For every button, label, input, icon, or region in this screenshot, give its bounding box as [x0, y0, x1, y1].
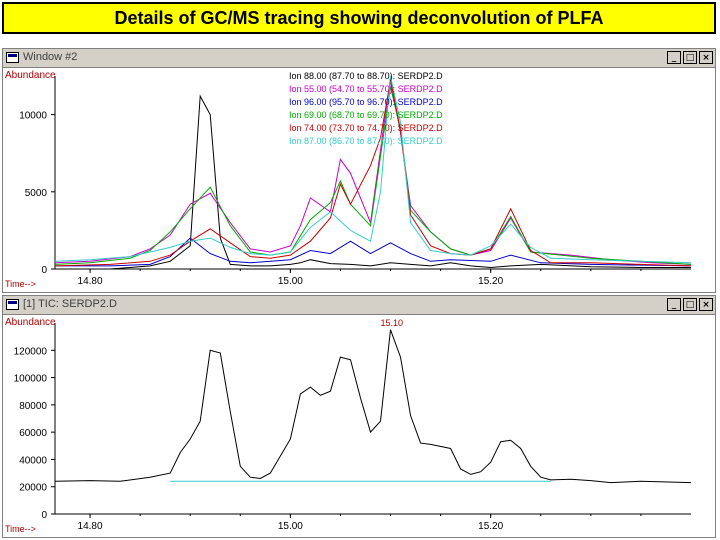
series-line: [54, 86, 692, 265]
close-button[interactable]: ×: [699, 51, 713, 64]
slide-title: Details of GC/MS tracing showing deconvo…: [2, 2, 716, 34]
window-titlebar[interactable]: Window #2 _ □ ×: [3, 49, 715, 68]
y-tick-label: 120000: [14, 346, 48, 357]
y-tick-label: 5000: [25, 188, 48, 199]
abundance-axis-label: Abundance: [5, 70, 56, 81]
window-title: [1] TIC: SERDP2.D: [23, 298, 117, 310]
window-system-menu-icon[interactable]: [6, 52, 19, 63]
series-line: [54, 77, 692, 265]
maximize-button[interactable]: □: [683, 51, 697, 64]
legend-entry: Ion 88.00 (87.70 to 88.70): SERDP2.D: [289, 71, 443, 81]
series-line: [54, 80, 692, 267]
window-title: Window #2: [23, 51, 78, 63]
tic-chromatogram-window[interactable]: [1] TIC: SERDP2.D _ □ × Abundance Time--…: [2, 295, 716, 538]
x-tick-label: 15.00: [278, 276, 303, 287]
y-tick-label: 80000: [19, 401, 47, 412]
x-tick-label: 15.20: [478, 276, 503, 287]
legend-entry: Ion 96.00 (95.70 to 96.70): SERDP2.D: [289, 97, 443, 107]
legend-entry: Ion 55.00 (54.70 to 55.70): SERDP2.D: [289, 84, 443, 94]
maximize-button[interactable]: □: [683, 298, 697, 311]
series-line: [54, 75, 692, 264]
series-line: [55, 237, 692, 267]
x-tick-label: 14.80: [78, 276, 103, 287]
y-tick-label: 40000: [19, 455, 47, 466]
y-tick-label: 0: [41, 510, 47, 521]
window-system-menu-icon[interactable]: [6, 299, 19, 310]
tic-chromatogram-plot: Abundance Time--> 15.10 0 20000 40000 60000…: [5, 317, 692, 534]
ion-chromatogram-plot: Abundance Time--> 0 5000 10000 14.80 15.00 1…: [5, 70, 692, 289]
legend-entry: Ion 69.00 (68.70 to 69.70): SERDP2.D: [289, 110, 443, 120]
series-line: [55, 94, 691, 270]
legend-entry: Ion 74.00 (73.70 to 74.70): SERDP2.D: [289, 123, 443, 133]
peak-retention-label: 15.10: [381, 318, 404, 328]
x-tick-label: 14.80: [78, 521, 103, 532]
series-line: [54, 329, 692, 484]
minimize-button[interactable]: _: [667, 51, 681, 64]
window-titlebar[interactable]: [1] TIC: SERDP2.D _ □ ×: [3, 296, 715, 315]
y-tick-label: 60000: [19, 428, 47, 439]
y-tick-label: 20000: [19, 483, 47, 494]
abundance-axis-label: Abundance: [5, 317, 56, 328]
x-tick-label: 15.20: [478, 521, 503, 532]
legend-entry: Ion 87.00 (86.70 to 87.70): SERDP2.D: [289, 136, 443, 146]
close-button[interactable]: ×: [699, 298, 713, 311]
y-tick-label: 10000: [19, 111, 47, 122]
y-tick-label: 100000: [14, 374, 48, 385]
ion-chromatogram-window[interactable]: Window #2 _ □ × Abundance Time--> 0 5000 1…: [2, 48, 716, 293]
minimize-button[interactable]: _: [667, 298, 681, 311]
x-tick-label: 15.00: [278, 521, 303, 532]
y-tick-label: 0: [41, 265, 47, 276]
time-axis-label: Time-->: [5, 524, 36, 534]
time-axis-label: Time-->: [5, 279, 36, 289]
